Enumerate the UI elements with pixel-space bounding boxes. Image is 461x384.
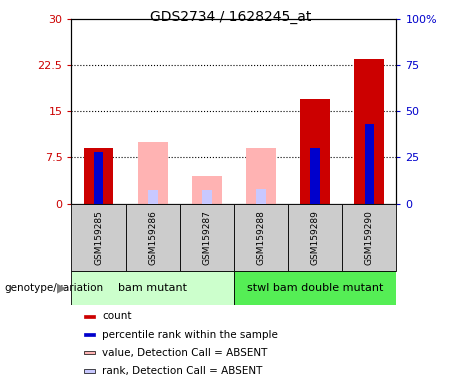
FancyBboxPatch shape (125, 204, 180, 271)
Text: GSM159287: GSM159287 (202, 210, 212, 265)
Bar (246, 148, 276, 204)
Bar (84, 314, 95, 318)
Bar (365, 124, 374, 204)
Bar (138, 142, 168, 204)
Text: GSM159288: GSM159288 (256, 210, 266, 265)
Bar (84, 333, 95, 336)
FancyBboxPatch shape (234, 271, 396, 305)
Bar (310, 148, 320, 204)
Text: GSM159290: GSM159290 (365, 210, 374, 265)
Text: GDS2734 / 1628245_at: GDS2734 / 1628245_at (150, 10, 311, 23)
Bar (256, 189, 266, 204)
Text: ▶: ▶ (57, 281, 67, 295)
Bar (94, 152, 103, 204)
Bar (192, 176, 222, 204)
Text: genotype/variation: genotype/variation (5, 283, 104, 293)
FancyBboxPatch shape (288, 204, 342, 271)
Text: GSM159289: GSM159289 (311, 210, 320, 265)
Bar (300, 99, 330, 204)
Text: GSM159286: GSM159286 (148, 210, 157, 265)
Text: percentile rank within the sample: percentile rank within the sample (102, 329, 278, 339)
Text: value, Detection Call = ABSENT: value, Detection Call = ABSENT (102, 348, 267, 358)
Bar (84, 351, 95, 354)
Bar (148, 190, 158, 204)
FancyBboxPatch shape (71, 204, 125, 271)
Bar (84, 369, 95, 373)
FancyBboxPatch shape (234, 204, 288, 271)
FancyBboxPatch shape (342, 204, 396, 271)
FancyBboxPatch shape (71, 271, 234, 305)
Text: count: count (102, 311, 132, 321)
Text: GSM159285: GSM159285 (94, 210, 103, 265)
Bar (202, 190, 212, 204)
Text: bam mutant: bam mutant (118, 283, 187, 293)
FancyBboxPatch shape (180, 204, 234, 271)
Text: rank, Detection Call = ABSENT: rank, Detection Call = ABSENT (102, 366, 263, 376)
Text: stwl bam double mutant: stwl bam double mutant (247, 283, 384, 293)
Bar (355, 59, 384, 204)
Bar (83, 148, 113, 204)
